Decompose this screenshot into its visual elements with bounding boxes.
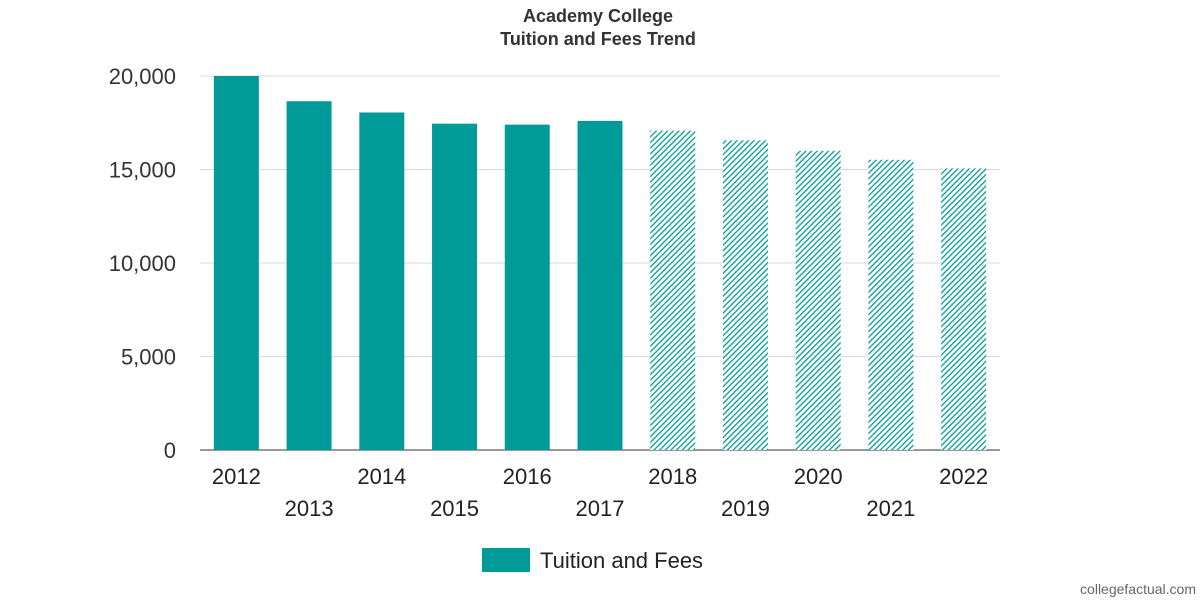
credit-text: collegefactual.com: [1080, 581, 1196, 597]
y-axis-ticks: 0 5,000 10,000 15,000 20,000: [109, 64, 176, 463]
y-tick-label: 20,000: [109, 64, 176, 89]
x-tick-label: 2021: [866, 496, 915, 521]
x-tick-label: 2020: [794, 464, 843, 489]
legend-label: Tuition and Fees: [540, 548, 703, 573]
bar-2014[interactable]: [359, 112, 405, 450]
bar-2020[interactable]: [795, 150, 841, 451]
y-tick-label: 15,000: [109, 158, 176, 183]
bar-2018[interactable]: [650, 130, 696, 450]
bar-2022[interactable]: [941, 168, 987, 451]
bars: [213, 76, 987, 451]
x-tick-label: 2022: [939, 464, 988, 489]
bar-2016[interactable]: [504, 124, 550, 451]
bar-2021[interactable]: [868, 159, 914, 450]
y-tick-label: 0: [164, 438, 176, 463]
x-axis-ticks: 2012 2013 2014 2015 2016 2017 2018 2019 2020 2021…: [212, 464, 988, 521]
y-tick-label: 10,000: [109, 251, 176, 276]
x-tick-label: 2016: [503, 464, 552, 489]
x-tick-label: 2018: [648, 464, 697, 489]
bar-2017[interactable]: [577, 120, 623, 450]
x-tick-label: 2015: [430, 496, 479, 521]
bar-2013[interactable]: [286, 101, 332, 451]
bar-2012[interactable]: [213, 76, 259, 450]
x-tick-label: 2013: [285, 496, 334, 521]
x-tick-label: 2014: [357, 464, 406, 489]
chart-subtitle: Tuition and Fees Trend: [500, 29, 696, 49]
bar-2019[interactable]: [722, 140, 768, 450]
chart-title: Academy College: [523, 6, 673, 26]
x-tick-label: 2017: [576, 496, 625, 521]
bar-2015[interactable]: [432, 123, 478, 450]
x-tick-label: 2019: [721, 496, 770, 521]
y-tick-label: 5,000: [121, 345, 176, 370]
legend[interactable]: Tuition and Fees: [482, 548, 703, 573]
x-tick-label: 2012: [212, 464, 261, 489]
legend-swatch: [482, 548, 530, 572]
